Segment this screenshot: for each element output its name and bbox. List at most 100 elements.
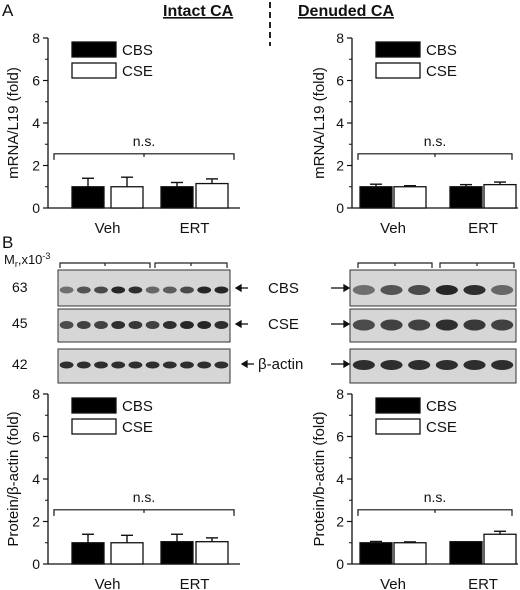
blot-band	[128, 286, 143, 294]
blot-strips	[57, 269, 517, 384]
legend-label-cbs: CBS	[122, 42, 153, 59]
blot-band	[128, 321, 143, 329]
lane-bracket-veh-right	[357, 262, 433, 268]
y-tick-label: 2	[336, 514, 344, 530]
blot-band	[380, 319, 403, 331]
bar-cbs	[449, 186, 483, 209]
y-tick-label: 4	[32, 471, 40, 487]
legend-label-cse: CSE	[426, 63, 457, 80]
blot-band	[59, 286, 74, 294]
x-tick-label: Veh	[380, 220, 406, 237]
blot-strip	[349, 269, 517, 307]
bar-cbs	[359, 542, 393, 565]
bar-cse	[483, 183, 517, 209]
y-tick-label: 0	[32, 200, 40, 216]
y-tick-label: 8	[32, 30, 40, 46]
legend-label-cbs: CBS	[426, 398, 457, 415]
blot-band	[162, 321, 177, 329]
blot-band	[491, 319, 514, 331]
blot-band	[94, 286, 108, 294]
y-tick-label: 8	[336, 386, 344, 402]
blot-band	[111, 321, 126, 329]
x-tick-label: Veh	[95, 220, 121, 237]
blot-band	[197, 361, 212, 369]
blot-band	[491, 285, 514, 295]
y-axis-label: mRNA/L19 (fold)	[5, 67, 22, 179]
blot-band	[76, 361, 91, 369]
blot-band	[76, 321, 91, 329]
significance-bracket	[53, 153, 235, 160]
significance-bracket	[357, 509, 513, 516]
blot-band	[145, 361, 160, 369]
legend-swatch-cbs	[375, 397, 421, 414]
bar-cse	[393, 542, 427, 565]
legend-label-cbs: CBS	[122, 398, 153, 415]
marker-45: 45	[12, 315, 28, 331]
blot-strip	[349, 348, 517, 384]
band-label-cse: CSE	[268, 316, 299, 333]
significance-label: n.s.	[133, 133, 156, 149]
y-tick-label: 6	[336, 429, 344, 445]
bar-cbs	[71, 186, 105, 209]
y-tick-label: 4	[336, 115, 344, 131]
lane-bracket-ert-left	[154, 262, 228, 268]
bar-cbs	[449, 541, 483, 565]
significance-label: n.s.	[424, 133, 447, 149]
bar-cse	[393, 186, 427, 209]
y-tick-label: 0	[336, 556, 344, 572]
blot-band	[197, 321, 212, 329]
y-axis-label: mRNA/L19 (fold)	[311, 67, 328, 179]
blot-band	[180, 321, 194, 329]
blot-band	[214, 286, 229, 294]
blot-band	[111, 286, 126, 294]
blot-band	[380, 360, 403, 370]
blot-band	[408, 285, 431, 295]
blot-band	[435, 360, 458, 370]
blot-band	[59, 321, 74, 329]
x-tick-label: Veh	[95, 576, 121, 590]
panel-label-b: B	[2, 233, 13, 252]
blot-band	[76, 286, 91, 294]
blot-band	[435, 285, 458, 295]
y-axis-label: Protein/b-actin (fold)	[311, 411, 328, 546]
bar-cbs	[160, 541, 194, 565]
heading-denuded: Denuded CA	[298, 3, 394, 20]
legend-label-cse: CSE	[122, 63, 153, 80]
significance-bracket	[53, 509, 235, 516]
legend-swatch-cbs	[71, 397, 117, 414]
blot-band	[111, 361, 126, 369]
y-tick-label: 2	[336, 158, 344, 174]
y-tick-label: 6	[32, 429, 40, 445]
blot-band	[435, 319, 458, 331]
bar-cse	[195, 182, 229, 209]
significance-label: n.s.	[424, 489, 447, 505]
arrow-icon	[234, 283, 351, 369]
blot-band	[180, 361, 194, 369]
bar-cse	[110, 186, 144, 209]
x-tick-label: ERT	[180, 576, 210, 590]
blot-band	[128, 361, 143, 369]
blot-strip	[349, 308, 517, 343]
blot-band	[145, 321, 160, 329]
x-tick-label: ERT	[468, 576, 498, 590]
y-tick-label: 8	[32, 386, 40, 402]
blot-band	[352, 360, 375, 370]
chart-b-denuded: 0 2 4 6 8 Protein/b-actin (fold) Veh ERT n.s. CBS…	[311, 386, 518, 590]
lane-bracket-veh-left	[59, 262, 151, 268]
x-tick-label: ERT	[468, 220, 498, 237]
blot-band	[463, 360, 486, 370]
blot-band	[197, 286, 212, 294]
bar-cbs	[359, 186, 393, 209]
blot-band	[463, 285, 486, 295]
y-tick-label: 4	[336, 471, 344, 487]
legend-label-cse: CSE	[122, 419, 153, 436]
band-label-cbs: CBS	[268, 280, 299, 297]
blot-band	[94, 321, 108, 329]
legend-swatch-cse	[71, 418, 117, 435]
western-blot: Mr,x10-3 63 45 42 CBS CSE β-actin	[4, 251, 517, 384]
blot-band	[491, 360, 514, 370]
y-tick-label: 6	[32, 73, 40, 89]
chart-b-intact: 0 2 4 6 8 Protein/β-actin (fold) Veh ERT n.s. CBS…	[5, 386, 240, 590]
panel-label-a: A	[2, 1, 14, 20]
